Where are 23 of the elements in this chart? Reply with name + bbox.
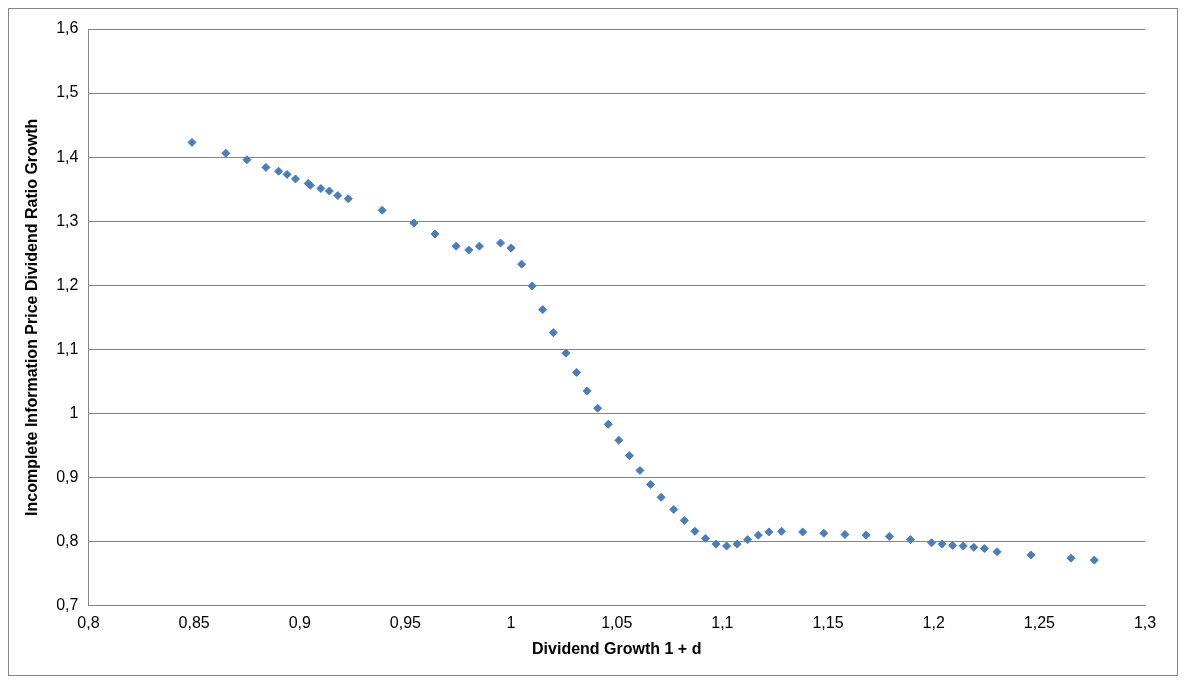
x-tick-label: 0,8 — [77, 613, 100, 631]
x-tick-label: 1,2 — [922, 613, 945, 631]
x-axis-title: Dividend Growth 1 + d — [532, 639, 702, 657]
y-tick-label: 0,8 — [56, 531, 79, 549]
y-tick-label: 1 — [69, 403, 79, 421]
x-tick-label: 0,85 — [178, 613, 210, 631]
y-tick-label: 1,1 — [56, 339, 79, 357]
x-tick-label: 1 — [506, 613, 516, 631]
y-tick-label: 1,5 — [56, 83, 79, 101]
y-tick-label: 1,2 — [56, 275, 79, 293]
y-tick-label: 0,7 — [56, 596, 79, 614]
y-tick-label: 1,4 — [56, 147, 79, 165]
x-tick-label: 1,25 — [1023, 613, 1056, 631]
x-tick-label: 1,15 — [812, 613, 844, 631]
x-tick-label: 1,3 — [1133, 613, 1157, 631]
y-tick-label: 1,3 — [56, 211, 79, 229]
y-tick-label: 1,6 — [56, 19, 79, 37]
y-axis-title: Incomplete Information Price Dividend Ratio Growth — [23, 118, 41, 516]
y-tick-label: 0,9 — [56, 467, 79, 485]
x-tick-label: 1,05 — [601, 613, 633, 631]
x-tick-label: 0,95 — [389, 613, 422, 631]
x-tick-label: 0,9 — [288, 613, 311, 631]
x-tick-label: 1,1 — [711, 613, 734, 631]
